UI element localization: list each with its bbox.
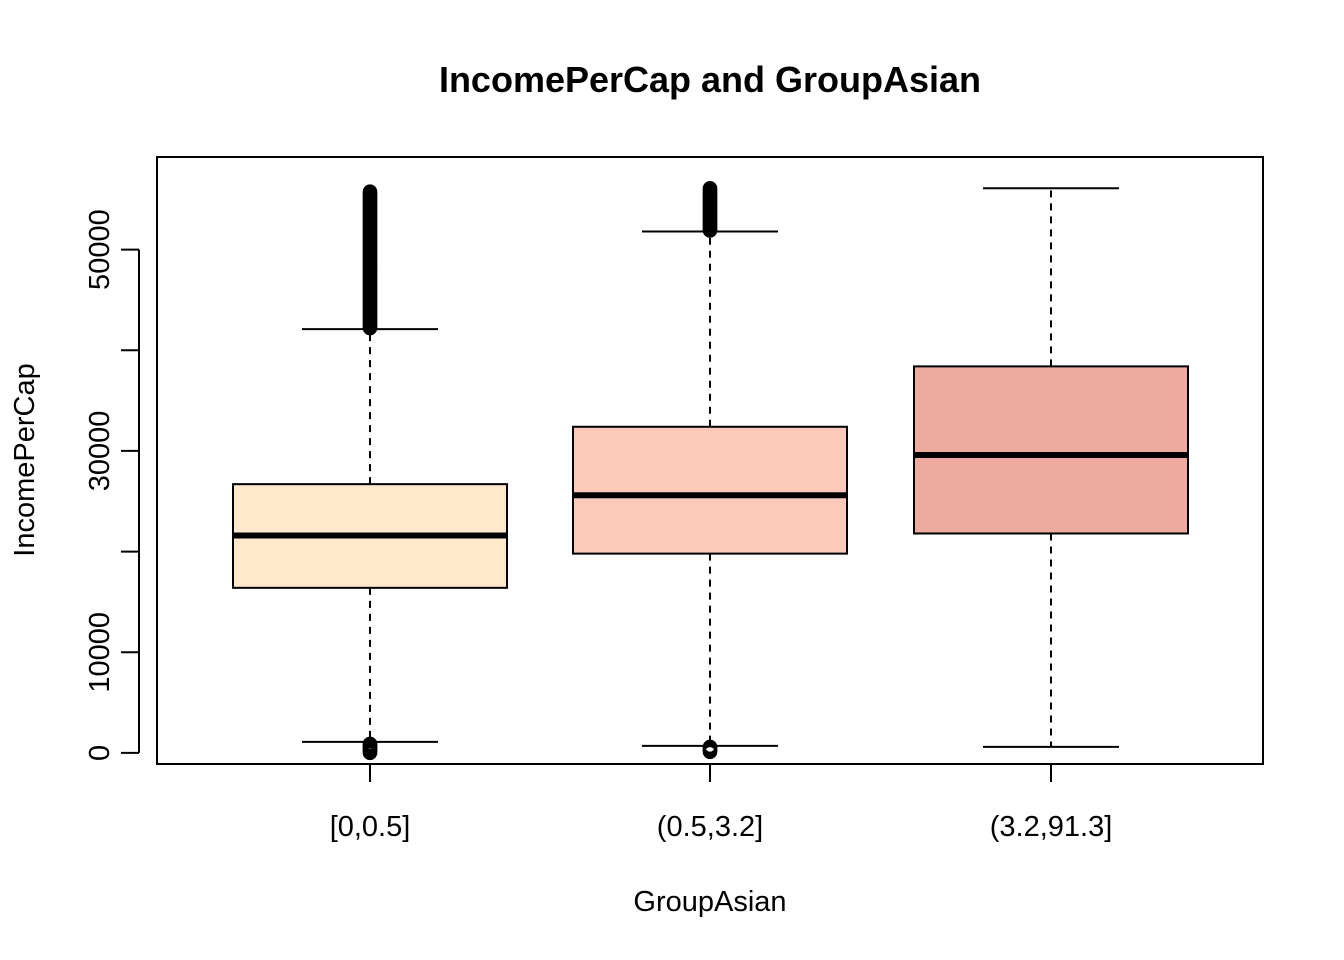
box-group: [913, 187, 1189, 748]
box-group: [572, 180, 848, 760]
x-axis-label: GroupAsian: [633, 886, 786, 918]
outlier-point: [362, 184, 378, 199]
outlier-point: [702, 180, 718, 196]
y-tick-label: 50000: [84, 209, 116, 290]
outlier-point: [702, 739, 718, 755]
y-axis-label: IncomePerCap: [9, 363, 41, 556]
boxes-layer: [232, 180, 1189, 761]
y-tick-label: 0: [84, 745, 116, 761]
y-tick-label: 30000: [84, 411, 116, 492]
x-tick-label: (3.2,91.3]: [990, 811, 1113, 843]
outlier-point: [362, 736, 378, 752]
box-group: [232, 184, 508, 761]
chart-title: IncomePerCap and GroupAsian: [439, 59, 981, 100]
x-tick-label: [0,0.5]: [330, 811, 411, 843]
x-axis: [0,0.5] (0.5,3.2] (3.2,91.3]: [330, 764, 1113, 843]
x-tick-label: (0.5,3.2]: [657, 811, 763, 843]
y-axis: 0 10000 30000 50000: [84, 209, 140, 761]
box-iqr: [572, 425, 848, 555]
box-iqr: [913, 365, 1189, 535]
y-tick-label: 10000: [84, 612, 116, 693]
